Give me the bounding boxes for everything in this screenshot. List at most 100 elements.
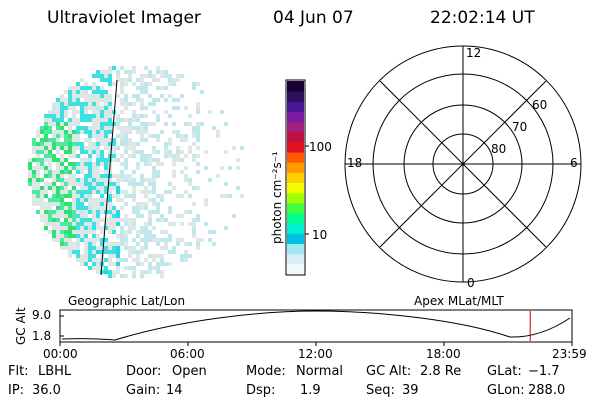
image-pixel [60,222,64,226]
image-pixel [156,66,160,70]
image-pixel [160,214,164,218]
image-pixel [92,230,96,234]
image-pixel [72,242,76,246]
image-pixel [124,102,128,106]
image-pixel [172,154,176,158]
image-pixel [152,134,156,138]
image-pixel [104,134,108,138]
image-pixel [108,274,112,278]
colorbar-frame [285,79,306,276]
image-pixel [124,202,128,206]
image-pixel [124,194,128,198]
image-pixel [148,262,152,266]
image-pixel [56,138,60,142]
image-pixel [140,134,144,138]
image-pixel [108,150,112,154]
image-pixel [88,206,92,210]
image-pixel [180,238,184,242]
image-pixel [92,150,96,154]
image-pixel [188,182,192,186]
image-pixel [56,134,60,138]
image-pixel [116,74,120,78]
image-pixel [108,186,112,190]
image-pixel [56,214,60,218]
image-pixel [48,118,52,122]
image-pixel [96,74,100,78]
image-pixel [28,170,32,174]
image-pixel [84,102,88,106]
image-pixel [152,178,156,182]
image-pixel [144,158,148,162]
image-pixel [116,258,120,262]
image-pixel [72,138,76,142]
image-pixel [92,174,96,178]
image-pixel [52,198,56,202]
image-pixel [172,98,176,102]
image-pixel [108,250,112,254]
image-pixel [48,182,52,186]
image-pixel [60,202,64,206]
image-pixel [80,126,84,130]
image-pixel [100,238,104,242]
image-pixel [140,190,144,194]
image-pixel [108,182,112,186]
image-pixel [116,126,120,130]
image-pixel [116,246,120,250]
image-pixel [116,174,120,178]
image-pixel [80,78,84,82]
image-pixel [148,94,152,98]
image-pixel [168,154,172,158]
image-pixel [164,122,168,126]
image-pixel [36,186,40,190]
mlt-label-0: 0 [467,276,475,290]
image-pixel [132,198,136,202]
image-pixel [64,194,68,198]
image-pixel [180,170,184,174]
image-pixel [152,258,156,262]
image-pixel [196,82,200,86]
image-pixel [108,254,112,258]
image-pixel [132,110,136,114]
image-pixel [36,134,40,138]
ytick-label-9: 9.0 [32,308,52,322]
image-pixel [140,86,144,90]
image-pixel [40,142,44,146]
image-pixel [76,242,80,246]
image-pixel [40,146,44,150]
image-pixel [96,206,100,210]
image-pixel [188,222,192,226]
image-pixel [140,106,144,110]
image-pixel [64,214,68,218]
image-pixel [60,110,64,114]
colorbar-label-100: 100 [309,140,332,154]
image-pixel [96,190,100,194]
image-pixel [132,210,136,214]
image-pixel [144,82,148,86]
image-pixel [60,170,64,174]
image-pixel [116,118,120,122]
image-pixel [168,138,172,142]
image-pixel [108,178,112,182]
image-pixel [112,270,116,274]
image-pixel [56,198,60,202]
image-pixel [76,134,80,138]
image-pixel [76,146,80,150]
image-pixel [124,266,128,270]
status-gain-label: Gain: [126,383,161,398]
image-pixel [68,118,72,122]
image-pixel [124,166,128,170]
image-pixel [88,94,92,98]
image-pixel [224,150,228,154]
image-pixel [92,214,96,218]
image-pixel [124,150,128,154]
image-pixel [128,250,132,254]
uv-image [28,66,244,278]
image-pixel [80,158,84,162]
image-pixel [60,162,64,166]
image-pixel [96,202,100,206]
image-pixel [156,114,160,118]
image-pixel [88,202,92,206]
image-pixel [108,110,112,114]
image-pixel [60,246,64,250]
image-pixel [212,126,216,130]
